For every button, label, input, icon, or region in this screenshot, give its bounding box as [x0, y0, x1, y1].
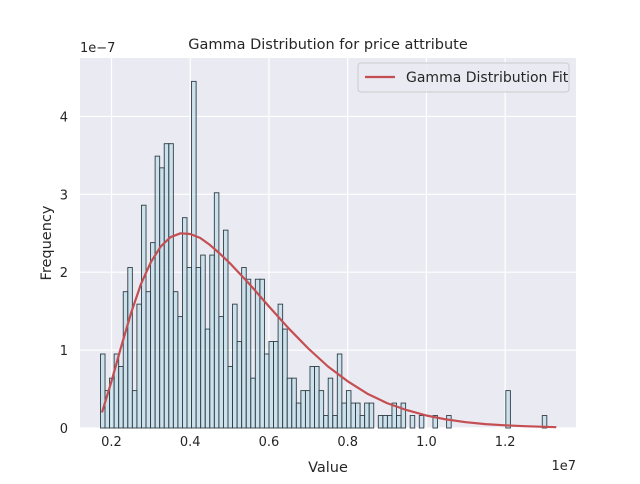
- histogram-bar: [145, 291, 152, 429]
- y-tick-label: 2: [60, 266, 68, 281]
- histogram-bar: [232, 303, 238, 429]
- y-tick-label: 4: [60, 110, 68, 125]
- histogram-bar: [336, 353, 343, 429]
- histogram-bar: [332, 415, 338, 429]
- histogram-bar: [218, 316, 224, 429]
- histogram-bar: [213, 192, 220, 429]
- histogram-bar: [191, 80, 197, 429]
- histogram-bar: [345, 390, 352, 429]
- histogram-bar: [304, 390, 311, 429]
- histogram-bar: [505, 390, 511, 429]
- histogram-bar: [209, 254, 215, 429]
- histogram-bar: [241, 267, 247, 429]
- histogram-bar: [350, 402, 356, 429]
- histogram-bar: [177, 316, 183, 429]
- histogram-bar: [245, 278, 252, 429]
- y-tick-label: 1: [60, 344, 68, 359]
- histogram-bar: [382, 415, 388, 429]
- histogram-bar: [309, 366, 315, 429]
- histogram-bar: [268, 341, 274, 429]
- gamma-fit-line: [100, 232, 557, 429]
- histogram-bar: [118, 366, 124, 429]
- x-tick-label: 0.6: [259, 435, 280, 450]
- histogram-bar: [341, 402, 347, 429]
- histogram-bar: [227, 366, 234, 429]
- y-tick-label: 3: [60, 188, 68, 203]
- histogram-bar: [127, 267, 133, 429]
- histogram-bar: [314, 366, 320, 429]
- legend-label-fit: Gamma Distribution Fit: [406, 70, 569, 86]
- x-axis-label: Value: [308, 460, 348, 476]
- y-axis-label: Frequency: [39, 205, 55, 280]
- x-tick-label: 0.4: [180, 435, 201, 450]
- y-tick-label: 0: [60, 422, 68, 437]
- x-offset-label: 1e7: [551, 459, 576, 474]
- histogram-bar: [446, 415, 452, 429]
- histogram-bar: [396, 415, 402, 429]
- histogram-bar: [182, 217, 188, 429]
- histogram-bar: [200, 254, 206, 429]
- histogram-bar: [418, 415, 425, 429]
- legend-box: [357, 62, 570, 93]
- histogram-bar: [318, 390, 325, 429]
- histogram-bar: [168, 143, 174, 429]
- histogram-bar: [541, 415, 548, 429]
- histogram-bar: [286, 377, 293, 429]
- histogram-bar: [122, 291, 129, 429]
- histogram-bar: [263, 353, 270, 429]
- legend: Gamma Distribution Fit: [357, 62, 570, 93]
- histogram-bar: [159, 167, 165, 429]
- histogram-bar: [295, 402, 302, 429]
- histogram-bar: [172, 291, 179, 429]
- histogram-bar: [195, 267, 202, 429]
- histogram-bar: [300, 390, 306, 429]
- histogram-bar: [163, 143, 170, 429]
- histogram-bar: [359, 415, 366, 429]
- histogram-bars: [100, 80, 548, 429]
- y-tick-labels: 0 1 2 3 4: [60, 110, 68, 437]
- histogram-bar: [327, 377, 334, 429]
- histogram-bar: [136, 303, 142, 429]
- histogram-bar: [377, 415, 384, 429]
- histogram-bar: [131, 390, 138, 429]
- histogram-bar: [277, 303, 284, 429]
- fit-curve-layer: [100, 232, 557, 429]
- histogram-bar: [432, 415, 438, 429]
- histogram-bar: [150, 242, 156, 429]
- histogram-bar: [386, 415, 393, 429]
- x-tick-label: 1.0: [416, 435, 437, 450]
- x-tick-label: 0.8: [337, 435, 358, 450]
- histogram-bar: [100, 353, 106, 429]
- histogram-bar: [250, 377, 256, 429]
- x-tick-label: 0.2: [101, 435, 122, 450]
- histogram-bar: [323, 415, 329, 429]
- chart-title: Gamma Distribution for price attribute: [188, 37, 468, 53]
- histogram-bar: [222, 229, 229, 429]
- y-offset-label: 1e−7: [80, 41, 115, 56]
- histogram-bar: [355, 402, 361, 429]
- histogram-bar: [204, 328, 211, 429]
- histogram-bar: [282, 328, 288, 429]
- histogram-bar: [368, 402, 375, 429]
- x-tick-labels: 0.2 0.4 0.6 0.8 1.0 1.2: [101, 435, 515, 450]
- histogram-bar: [409, 415, 416, 429]
- histogram-bar: [400, 402, 407, 429]
- histogram-bar: [273, 341, 279, 429]
- histogram-bar: [291, 377, 297, 429]
- histogram-bar: [141, 204, 147, 429]
- histogram-bar: [236, 341, 243, 429]
- x-tick-label: 1.2: [495, 435, 516, 450]
- histogram-bar: [364, 402, 370, 429]
- histogram-bar: [154, 155, 161, 429]
- histogram-bar: [254, 278, 261, 429]
- histogram-bar: [186, 267, 193, 429]
